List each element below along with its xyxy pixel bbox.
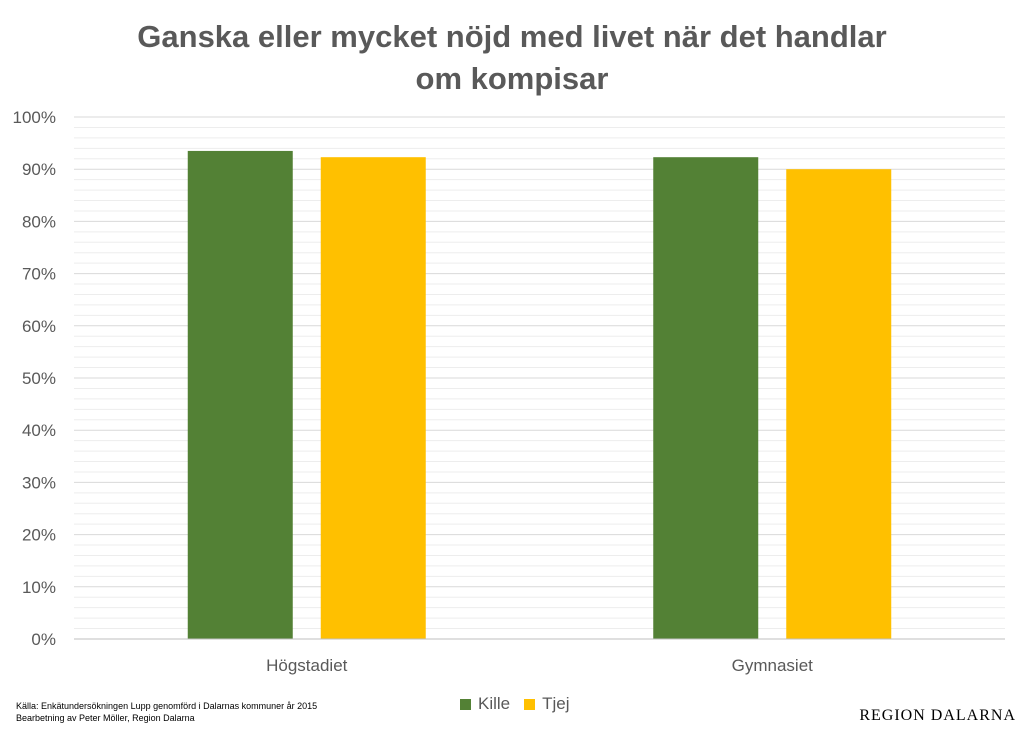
- legend-label-kille: Kille: [478, 694, 511, 713]
- y-tick-label: 50%: [22, 369, 56, 388]
- x-tick-label: Högstadiet: [266, 656, 348, 675]
- region-dalarna-logo: REGION DALARNA: [859, 707, 1016, 724]
- y-tick-label: 10%: [22, 578, 56, 597]
- y-tick-label: 90%: [22, 160, 56, 179]
- x-axis-tick-labels: Högstadiet Gymnasiet: [266, 656, 813, 675]
- y-tick-label: 0%: [31, 630, 56, 649]
- legend-label-tjej: Tjej: [542, 694, 570, 713]
- y-tick-label: 80%: [22, 212, 56, 231]
- legend-swatch-tjej: [524, 698, 536, 710]
- source-note: Källa: Enkätundersökningen Lupp genomför…: [16, 700, 317, 724]
- y-tick-label: 100%: [13, 108, 56, 127]
- bar-kille-gymnasiet: [653, 157, 759, 639]
- bar-tjej-gymnasiet: [786, 169, 892, 639]
- legend-item-kille: Kille: [460, 694, 510, 714]
- source-line-2: Bearbetning av Peter Möller, Region Dala…: [16, 713, 195, 723]
- legend-item-tjej: Tjej: [524, 694, 570, 714]
- bars: [187, 150, 892, 639]
- chart-title: Ganska eller mycket nöjd med livet när d…: [137, 19, 887, 96]
- y-tick-label: 30%: [22, 473, 56, 492]
- y-axis-tick-labels: 0% 10% 20% 30% 40% 50% 60% 70% 80% 90% 100%: [13, 108, 56, 649]
- y-tick-label: 70%: [22, 265, 56, 284]
- bar-tjej-högstadiet: [320, 157, 426, 639]
- y-tick-label: 20%: [22, 526, 56, 545]
- source-line-1: Källa: Enkätundersökningen Lupp genomför…: [16, 701, 318, 711]
- bar-kille-högstadiet: [187, 150, 293, 639]
- legend: Kille Tjej: [460, 694, 570, 714]
- y-tick-label: 40%: [22, 421, 56, 440]
- y-tick-label: 60%: [22, 317, 56, 336]
- x-tick-label: Gymnasiet: [732, 656, 814, 675]
- legend-swatch-kille: [460, 698, 471, 710]
